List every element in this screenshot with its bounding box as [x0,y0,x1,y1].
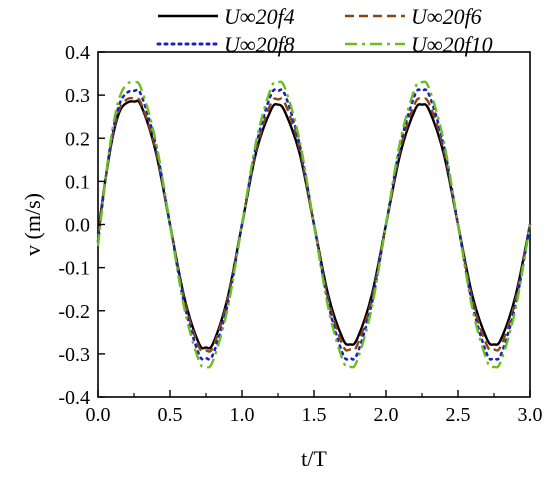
y-tick-label: 0.2 [65,128,90,150]
series-line-3 [96,88,532,361]
legend: U∞20f4 U∞20f6 U∞20f8 U∞20f10 [156,4,493,57]
y-tick-label: -0.1 [58,258,90,280]
y-tick-label: -0.2 [58,301,90,323]
plot-area: 0.0 0.5 1.0 1.5 2.0 2.5 3.0 -0.4 -0.3 -0.2 -0.1 0.… [58,42,542,426]
legend-label-2: U∞20f6 [411,4,482,29]
x-tick-label: 1.0 [230,404,255,426]
x-axis-ticks: 0.0 0.5 1.0 1.5 2.0 2.5 3.0 [86,390,543,426]
x-tick-label: 0.5 [158,404,183,426]
y-tick-label: 0.4 [65,42,90,64]
series-layer [96,80,532,369]
x-tick-label: 2.5 [446,404,471,426]
y-tick-label: -0.3 [58,344,90,366]
y-tick-label: 0.1 [65,171,90,193]
y-tick-label: 0.3 [65,85,90,107]
y-axis-label: v (m/s) [20,193,45,256]
y-axis-ticks: -0.4 -0.3 -0.2 -0.1 0.0 0.1 0.2 0.3 0.4 [58,42,105,409]
y-tick-label: 0.0 [65,215,90,237]
x-tick-label: 2.0 [374,404,399,426]
legend-label-4: U∞20f10 [411,32,493,57]
legend-label-1: U∞20f4 [224,4,295,29]
x-axis-label: t/T [301,446,327,471]
legend-label-3: U∞20f8 [224,32,295,57]
x-tick-label: 1.5 [302,404,327,426]
x-tick-label: 3.0 [518,404,543,426]
series-line-4 [96,80,532,369]
y-tick-label: -0.4 [58,387,90,409]
x-tick-label: 0.0 [86,404,111,426]
